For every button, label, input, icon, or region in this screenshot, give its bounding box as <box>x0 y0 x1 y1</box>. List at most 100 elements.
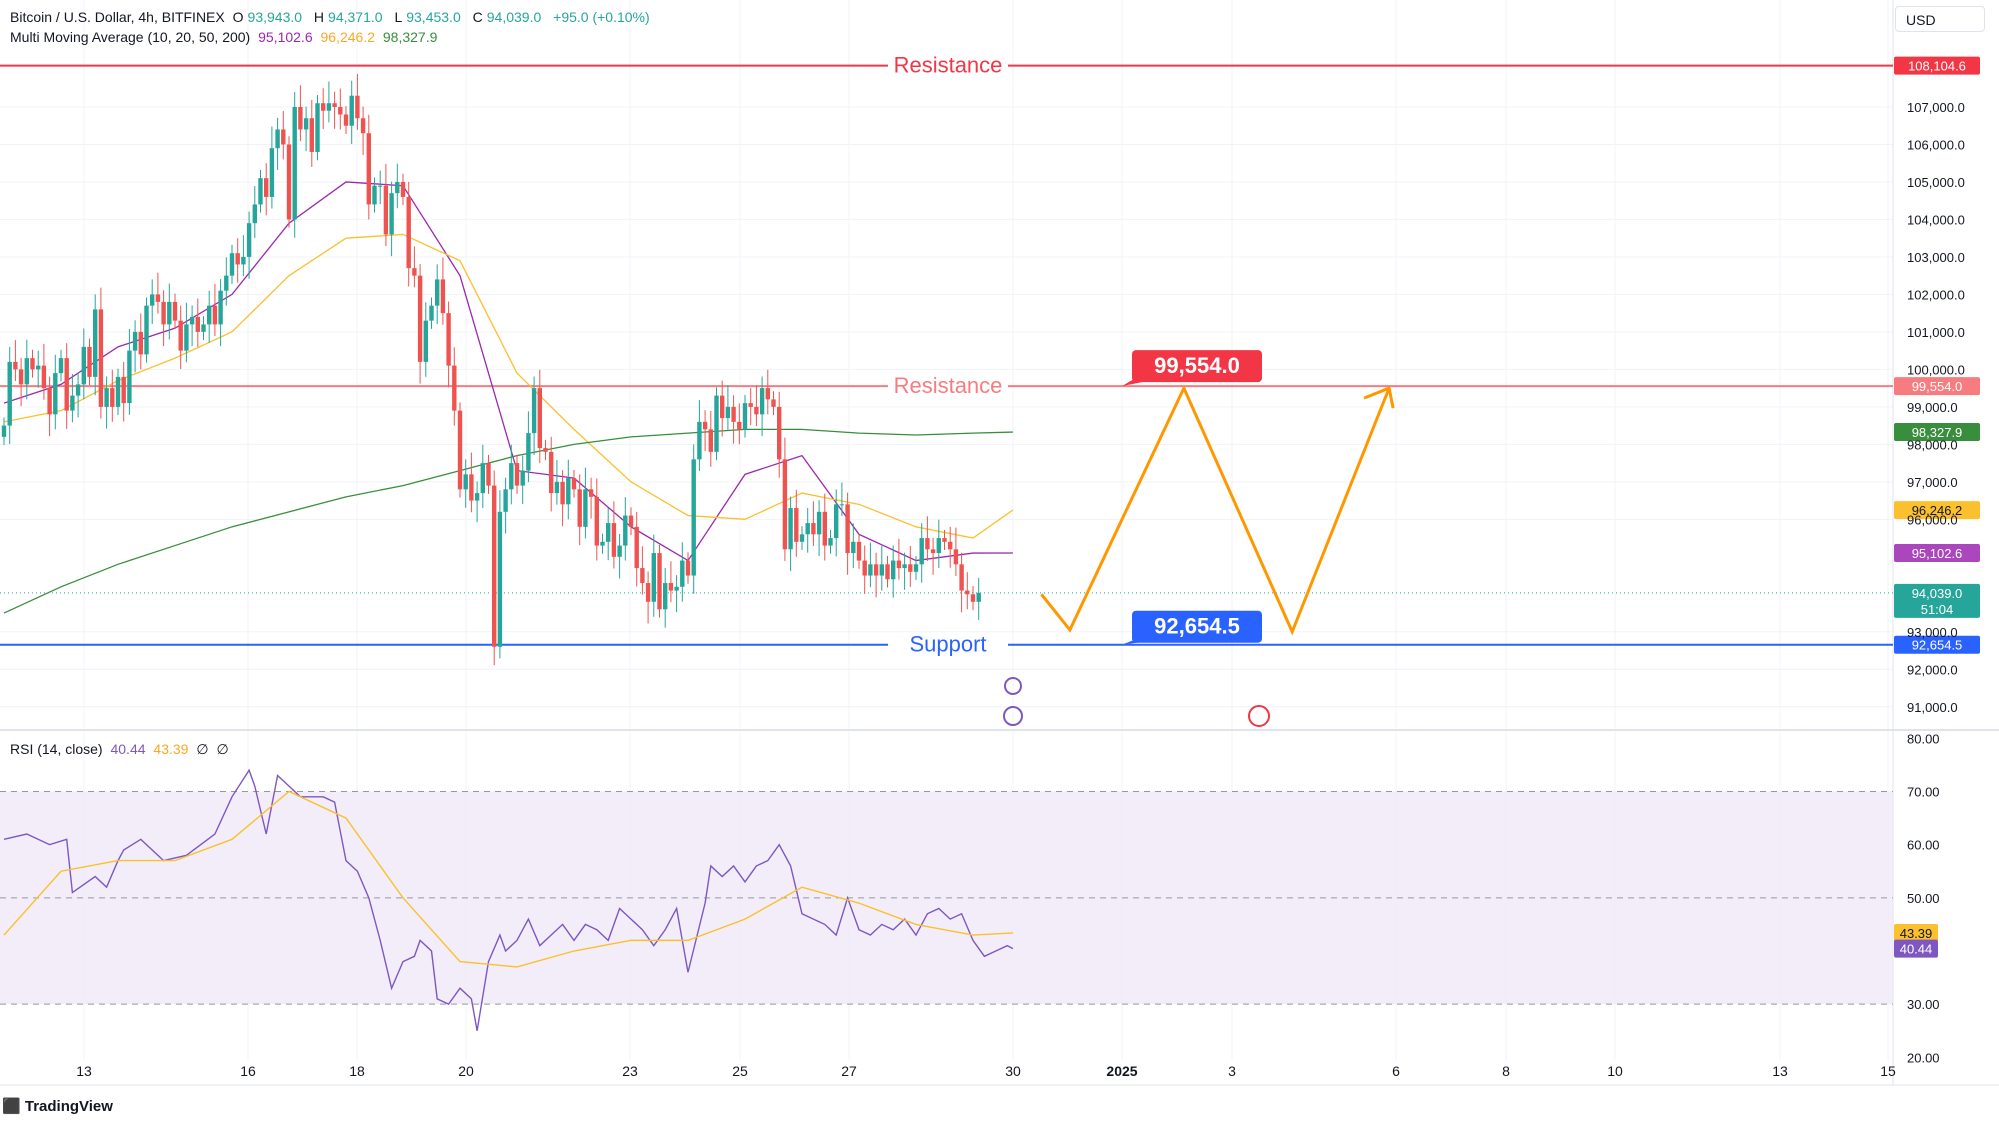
candle-body <box>121 376 126 404</box>
candle-body <box>788 508 793 550</box>
candle-body <box>338 106 343 115</box>
price-axis-tick: 93,000.0 <box>1907 625 1958 640</box>
time-axis-tick: 15 <box>1880 1063 1896 1079</box>
candle-body <box>856 541 862 561</box>
time-axis-tick: 10 <box>1607 1063 1623 1079</box>
candle-body <box>303 118 309 130</box>
candle-body <box>395 181 400 194</box>
candle-body <box>948 541 953 550</box>
candle-body <box>167 301 172 325</box>
candle-body <box>600 541 605 546</box>
rsi-axis-tick: 70.00 <box>1907 784 1940 799</box>
candle-body <box>930 549 936 554</box>
candle-body <box>178 320 183 351</box>
candle-body <box>30 358 35 370</box>
candle-body <box>321 103 326 111</box>
candle-body <box>902 564 907 569</box>
level-price-tag: 108,104.6 <box>1908 59 1966 74</box>
candle-body <box>423 320 428 362</box>
candle-body <box>640 568 645 584</box>
price-axis-tick: 101,000.0 <box>1907 325 1965 340</box>
candle-body <box>645 583 651 602</box>
candle-body <box>531 388 537 434</box>
candle-body <box>611 523 617 557</box>
symbol-legend: Bitcoin / U.S. Dollar, 4h, BITFINEX O 93,… <box>10 9 650 25</box>
candle-body <box>526 433 531 471</box>
time-axis-tick: 25 <box>732 1063 748 1079</box>
candle-body <box>503 489 508 512</box>
ma50-value: 98,327.9 <box>382 29 438 45</box>
candle-body <box>366 133 371 205</box>
candle-body <box>594 496 599 546</box>
tradingview-logo-icon: ⬛ <box>2 1098 25 1115</box>
time-axis-tick: 23 <box>622 1063 638 1079</box>
price-axis-tick: 92,000.0 <box>1907 662 1958 677</box>
candle-body <box>657 553 662 610</box>
candle-body <box>7 361 12 426</box>
candle-body <box>514 463 520 486</box>
candle-body <box>195 316 200 332</box>
candle-body <box>480 463 485 494</box>
candle-body <box>104 388 109 407</box>
candle-body <box>75 384 81 396</box>
candle-body <box>708 429 713 452</box>
candle-body <box>976 592 981 602</box>
candle-body <box>537 388 542 449</box>
candle-body <box>566 478 571 505</box>
ma-title: Multi Moving Average (10, 20, 50, 200) <box>10 29 251 45</box>
change-value: +95.0 (+0.10%) <box>553 9 650 25</box>
event-icon <box>1003 706 1023 726</box>
candle-body <box>868 564 873 576</box>
candle-body <box>965 590 970 595</box>
candle-body <box>110 388 115 407</box>
candle-body <box>189 316 195 325</box>
rsi-title: RSI (14, close) <box>10 741 103 757</box>
candle-body <box>822 511 827 546</box>
candle-body <box>474 493 480 501</box>
rsi-hide-icon[interactable]: ∅ <box>196 741 209 757</box>
callout-label: 99,554.0 <box>1154 353 1240 378</box>
price-axis-tick: 100,000.0 <box>1907 362 1965 377</box>
rsi-tag-bg <box>1894 923 1938 942</box>
candle-body <box>383 185 389 235</box>
candle-body <box>115 376 121 407</box>
ma10-value: 95,102.6 <box>258 29 313 45</box>
time-axis-tick: 13 <box>76 1063 92 1079</box>
candle-body <box>583 489 588 527</box>
candle-body <box>144 305 149 355</box>
candle-body <box>241 256 246 265</box>
candle-body <box>731 406 736 422</box>
candle-body <box>309 118 314 152</box>
price-axis-tick: 104,000.0 <box>1907 212 1965 227</box>
candle-body <box>469 474 474 501</box>
candle-body <box>212 305 218 325</box>
candle-body <box>691 459 696 576</box>
candle-body <box>685 560 691 576</box>
candle-body <box>885 564 890 580</box>
candle-body <box>207 305 212 325</box>
candle-body <box>429 305 434 321</box>
candle-body <box>754 406 759 415</box>
price-tag-bg <box>1894 56 1980 75</box>
rsi-line-rsi <box>3 768 1014 1031</box>
candle-body <box>64 358 69 411</box>
candle-body <box>235 253 240 265</box>
candle-body <box>201 324 206 332</box>
candle-body <box>549 451 554 494</box>
candle-body <box>13 361 18 370</box>
candle-body <box>759 388 765 415</box>
price-axis-tick: 91,000.0 <box>1907 700 1958 715</box>
projection-path <box>1040 384 1391 636</box>
candle-body <box>623 515 628 546</box>
rsi-value-tag: 43.39 <box>1900 926 1933 941</box>
candle-body <box>93 309 98 377</box>
candle-body <box>879 564 884 576</box>
rsi-settings-icon[interactable]: ∅ <box>216 741 229 757</box>
candle-body <box>258 178 263 205</box>
candle-body <box>509 463 514 490</box>
rsi-legend: RSI (14, close) 40.44 43.39 ∅ ∅ <box>10 741 233 758</box>
currency-selector[interactable]: USD <box>1895 6 1985 32</box>
time-axis-tick: 3 <box>1228 1063 1236 1079</box>
candle-body <box>942 538 947 542</box>
